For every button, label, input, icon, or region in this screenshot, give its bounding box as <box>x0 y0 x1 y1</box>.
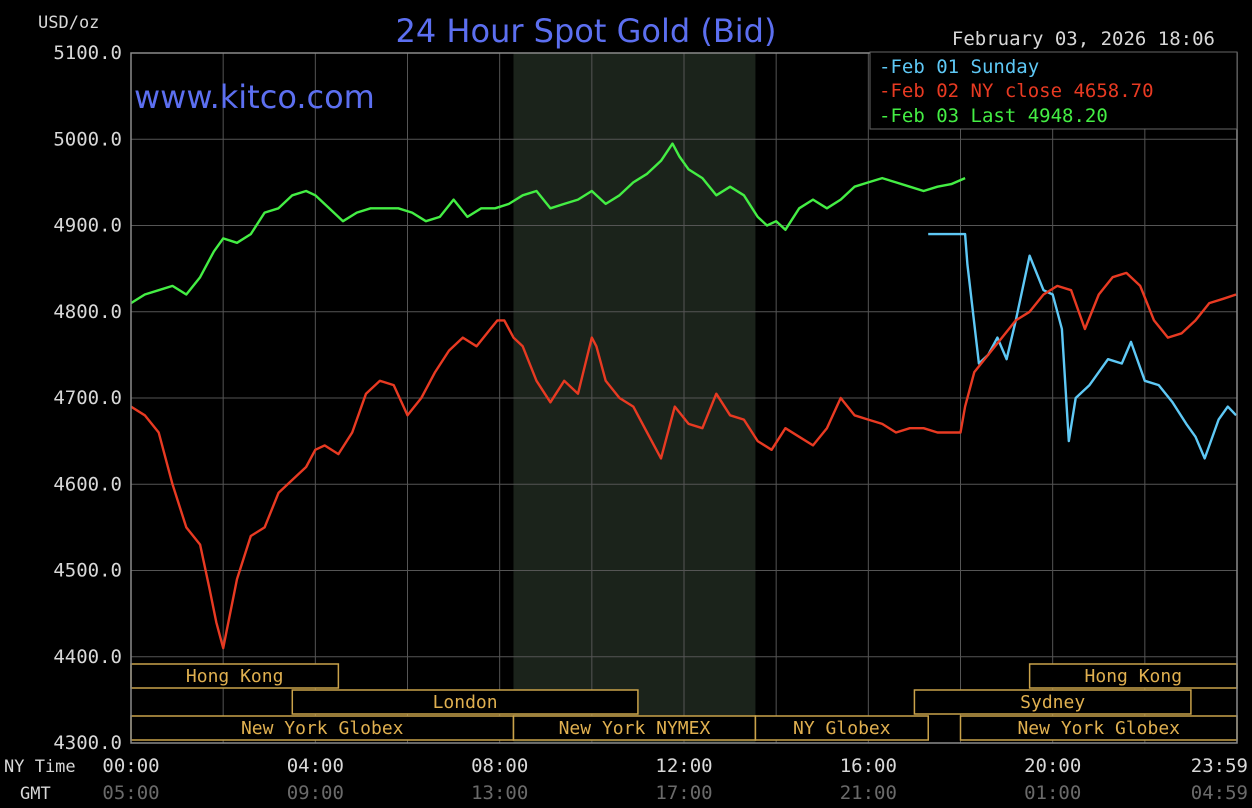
x-axis-row-name: GMT <box>20 784 51 804</box>
legend-box <box>869 51 1238 130</box>
chart-timestamp: February 03, 2026 18:06 <box>952 28 1215 50</box>
session-label: London <box>433 692 498 713</box>
legend-entry-feb03: -Feb 03 Last 4948.20 <box>879 105 1108 127</box>
chart-title: 24 Hour Spot Gold (Bid) <box>396 12 777 50</box>
y-tick-label: 4500.0 <box>53 560 122 582</box>
x-axis: NY Time 00:00 04:00 08:00 12:00 16:00 20:00 23:… <box>4 755 1248 804</box>
chart-legend: -Feb 01 Sunday -Feb 02 NY close 4658.70 … <box>869 51 1238 130</box>
legend-entry-feb01: -Feb 01 Sunday <box>879 56 1039 78</box>
session-label: NY Globex <box>793 718 891 739</box>
x-tick-label: 17:00 <box>655 782 712 804</box>
x-tick-label: 16:00 <box>840 755 897 777</box>
x-tick-label: 09:00 <box>287 782 344 804</box>
units-label: USD/oz <box>38 13 99 33</box>
x-tick-label: 20:00 <box>1024 755 1081 777</box>
session-label: Hong Kong <box>186 666 284 687</box>
session-label: New York NYMEX <box>559 718 711 739</box>
y-axis: 5100.0 5000.0 4900.0 4800.0 4700.0 4600.0 4500… <box>53 42 122 754</box>
x-tick-label: 13:00 <box>471 782 528 804</box>
x-tick-label: 23:59 <box>1191 755 1248 777</box>
session-label: New York Globex <box>1017 718 1180 739</box>
y-tick-label: 4400.0 <box>53 646 122 668</box>
market-sessions: Hong Kong Hong Kong London Sydney New York G… <box>130 663 1238 741</box>
session-label: New York Globex <box>241 718 404 739</box>
session-box <box>1028 663 1238 689</box>
x-tick-label: 12:00 <box>655 755 712 777</box>
x-tick-label: 21:00 <box>840 782 897 804</box>
y-tick-label: 4300.0 <box>53 732 122 754</box>
series-lines <box>130 142 1237 650</box>
session-box <box>130 715 515 741</box>
x-axis-row-name: NY Time <box>4 757 76 777</box>
x-tick-label: 00:00 <box>102 755 159 777</box>
y-tick-label: 4900.0 <box>53 215 122 237</box>
session-box <box>512 715 757 741</box>
series-line-1 <box>130 271 1237 650</box>
x-tick-label: 01:00 <box>1024 782 1081 804</box>
x-tick-label: 05:00 <box>102 782 159 804</box>
legend-entry-feb02: -Feb 02 NY close 4658.70 <box>879 80 1154 102</box>
plot-frame <box>130 52 1238 744</box>
watermark-url: www.kitco.com <box>134 78 375 116</box>
session-box <box>959 715 1238 741</box>
session-label: Hong Kong <box>1085 666 1183 687</box>
session-box <box>913 689 1192 715</box>
y-tick-label: 4700.0 <box>53 387 122 409</box>
grid-lines <box>130 52 1238 744</box>
y-tick-label: 5000.0 <box>53 128 122 150</box>
session-box <box>291 689 639 715</box>
x-tick-label: 04:59 <box>1191 782 1248 804</box>
series-line-2 <box>130 142 966 305</box>
y-tick-label: 4800.0 <box>53 301 122 323</box>
session-box <box>754 715 929 741</box>
y-tick-label: 4600.0 <box>53 473 122 495</box>
x-tick-label: 08:00 <box>471 755 528 777</box>
x-tick-label: 04:00 <box>287 755 344 777</box>
y-tick-label: 5100.0 <box>53 42 122 64</box>
session-label: Sydney <box>1020 692 1085 713</box>
session-box <box>130 663 340 689</box>
